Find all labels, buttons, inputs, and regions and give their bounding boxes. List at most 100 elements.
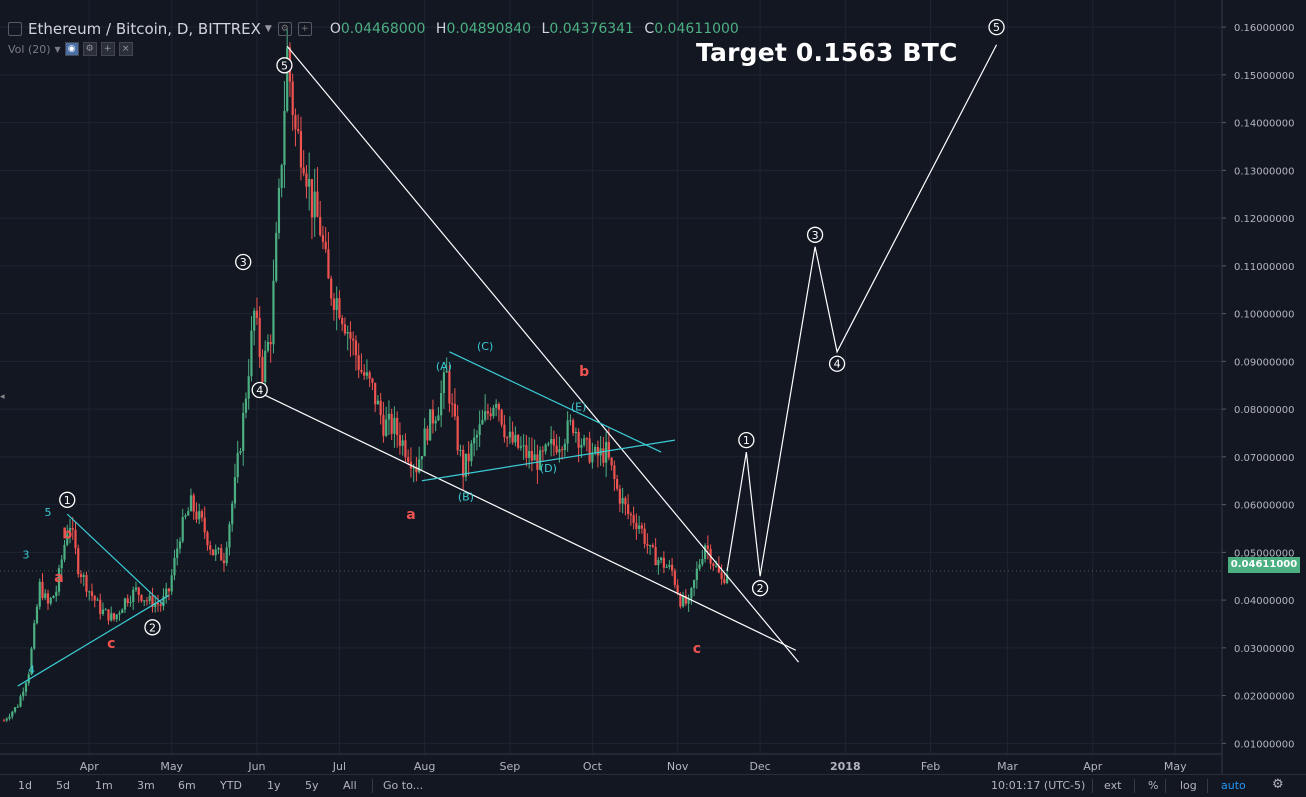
- collapse-icon[interactable]: [8, 22, 22, 36]
- candle-body: [57, 568, 61, 592]
- left-panel-handle[interactable]: ◂: [0, 392, 5, 402]
- candle-body: [200, 511, 204, 518]
- candle-body: [228, 524, 231, 548]
- candle-body: [82, 575, 85, 577]
- candle-body: [706, 545, 709, 549]
- candle-body: [49, 598, 52, 604]
- chevron-down-icon[interactable]: ▼: [54, 44, 61, 54]
- candle-body: [451, 403, 454, 405]
- candle-body: [214, 549, 217, 556]
- range-1y[interactable]: 1y: [267, 779, 281, 792]
- candle-body: [525, 445, 528, 458]
- candle-body: [519, 446, 522, 448]
- volume-label[interactable]: Vol (20): [8, 42, 51, 56]
- price-axis[interactable]: 0.16000000 0.15000000 0.14000000 0.13000000…: [1221, 0, 1306, 774]
- candle-body: [561, 449, 564, 451]
- range-all[interactable]: All: [343, 779, 357, 792]
- candle-body: [321, 235, 325, 242]
- candle-body: [217, 548, 220, 550]
- ext-toggle[interactable]: ext: [1104, 779, 1122, 792]
- range-ytd[interactable]: YTD: [220, 779, 242, 792]
- candle-body: [242, 412, 245, 452]
- candle-body: [154, 602, 157, 608]
- candle-body: [275, 232, 278, 281]
- open-value: 0.04468000: [340, 21, 426, 37]
- wave-circle: [144, 619, 161, 636]
- volume-indicator-legend[interactable]: Vol (20) ▼ ◉ ⚙ + ×: [8, 42, 133, 56]
- percent-toggle[interactable]: %: [1148, 779, 1159, 792]
- candle-body: [657, 559, 660, 566]
- x-tick-label: Oct: [583, 760, 603, 773]
- x-tick-label: Mar: [997, 760, 1018, 773]
- target-annotation: Target 0.1563 BTC: [696, 38, 958, 67]
- candle-body: [662, 557, 665, 568]
- clock-timezone[interactable]: 10:01:17 (UTC-5): [991, 779, 1086, 792]
- close-icon[interactable]: ×: [118, 42, 133, 56]
- low-value: 0.04376341: [549, 21, 634, 37]
- settings-icon[interactable]: ⚙: [82, 42, 97, 56]
- wave-label-cyan: (A): [436, 360, 452, 373]
- settings-icon[interactable]: ⚙: [277, 22, 292, 36]
- symbol-legend[interactable]: Ethereum / Bitcoin, D, BITTREX ▼ ⚙ + O0.…: [8, 20, 739, 38]
- range-1m[interactable]: 1m: [95, 779, 113, 792]
- log-toggle[interactable]: log: [1180, 779, 1197, 792]
- candle-body: [184, 515, 187, 517]
- candle-body: [313, 191, 316, 218]
- wave-label-red: b: [579, 364, 589, 380]
- y-tick-label: 0.10000000: [1234, 310, 1294, 321]
- candle-body: [569, 420, 572, 422]
- candle-body: [291, 81, 294, 116]
- wave-label: 4: [256, 384, 263, 397]
- chevron-down-icon[interactable]: ▼: [264, 24, 272, 34]
- candle-body: [481, 419, 484, 425]
- candle-body: [638, 525, 641, 529]
- candle-body: [646, 543, 649, 546]
- wave-label-cyan: (E): [571, 401, 587, 414]
- price-axis-bg: [1222, 0, 1306, 774]
- candle-body: [346, 331, 349, 334]
- candle-body: [156, 602, 160, 605]
- goto-button[interactable]: Go to...: [383, 779, 424, 792]
- candle-body: [671, 564, 674, 571]
- range-1d[interactable]: 1d: [18, 779, 32, 792]
- time-axis[interactable]: Apr May Jun Jul Aug Sep Oct Nov Dec 2018 Feb Mar Apr…: [0, 753, 1222, 773]
- candle-body: [420, 456, 424, 460]
- eye-icon[interactable]: ◉: [64, 42, 79, 56]
- candle-body: [437, 415, 440, 421]
- candle-body: [211, 549, 215, 556]
- candle-body: [643, 528, 646, 544]
- candle-body: [96, 599, 99, 601]
- range-6m[interactable]: 6m: [178, 779, 196, 792]
- candle-body: [376, 400, 380, 405]
- candle-body: [140, 594, 143, 602]
- x-tick-label: Jul: [332, 760, 346, 773]
- candle-body: [338, 298, 341, 319]
- y-tick-label: 0.03000000: [1234, 644, 1294, 655]
- add-icon[interactable]: +: [100, 42, 115, 56]
- y-tick-label: 0.07000000: [1234, 453, 1294, 464]
- candle-body: [464, 453, 468, 477]
- auto-toggle[interactable]: auto: [1221, 779, 1246, 792]
- gear-icon[interactable]: ⚙: [1272, 777, 1284, 792]
- symbol-title[interactable]: Ethereum / Bitcoin, D, BITTREX: [28, 20, 261, 38]
- candle-body: [489, 413, 492, 417]
- x-tick-label: May: [1164, 760, 1187, 773]
- range-5y[interactable]: 5y: [305, 779, 319, 792]
- wave-label: 3: [812, 229, 819, 242]
- range-3m[interactable]: 3m: [137, 779, 155, 792]
- candle-body: [511, 431, 514, 443]
- candle-body: [539, 450, 542, 470]
- candle-body: [236, 452, 239, 478]
- candle-body: [374, 382, 377, 405]
- x-tick-label: Apr: [80, 760, 100, 773]
- candle-body: [445, 370, 448, 373]
- candle-body: [55, 591, 58, 597]
- range-5d[interactable]: 5d: [56, 779, 70, 792]
- candle-body: [316, 191, 319, 217]
- candle-body: [605, 441, 608, 463]
- compare-icon[interactable]: +: [297, 22, 312, 36]
- candle-body: [365, 372, 369, 376]
- candles: [2, 29, 729, 723]
